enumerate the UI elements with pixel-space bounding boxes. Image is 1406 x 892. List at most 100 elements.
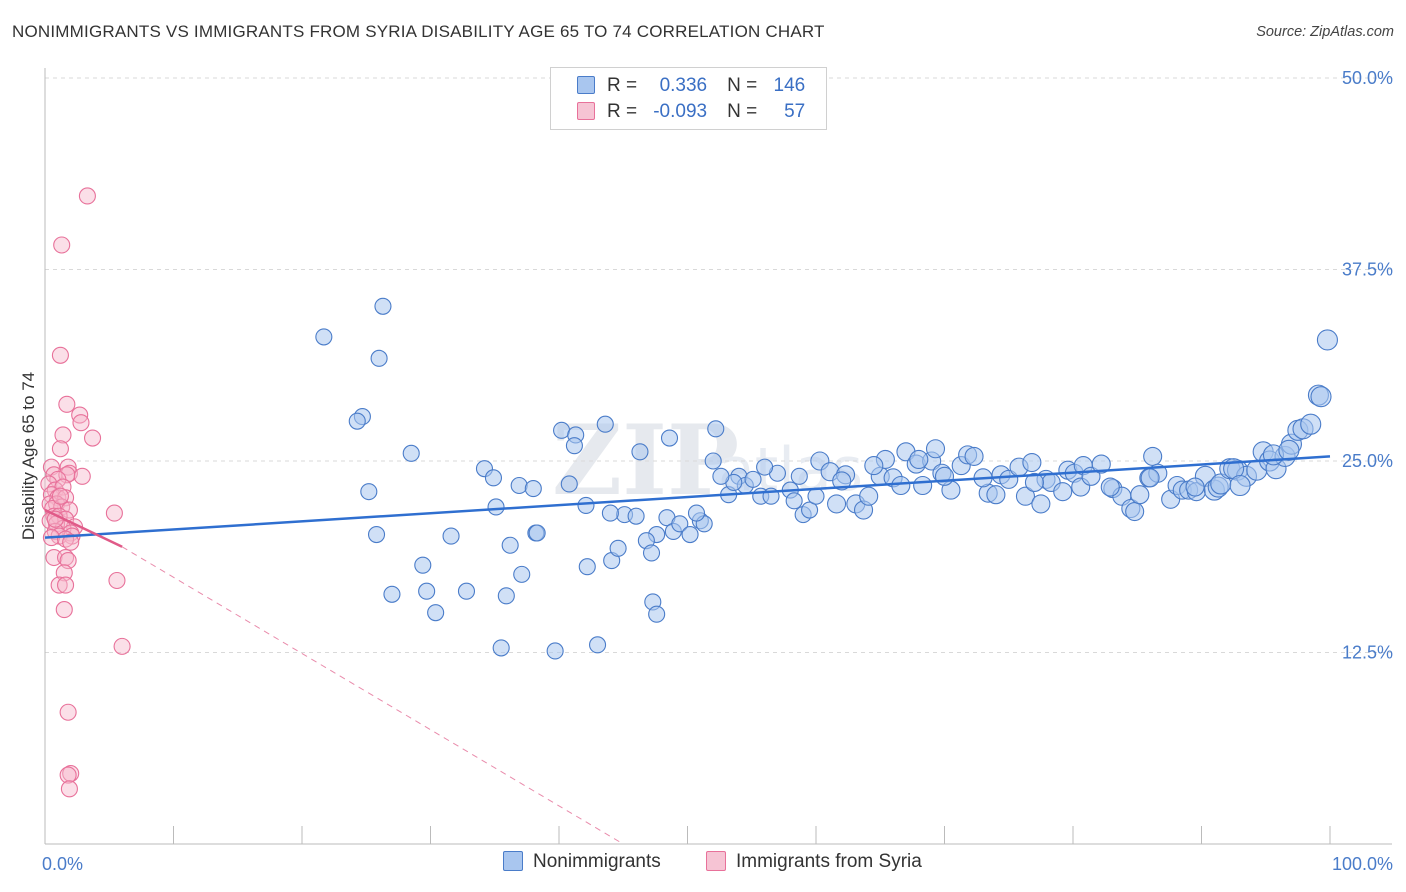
data-point-nonimmigrants (1125, 502, 1145, 522)
series-legend: Nonimmigrants Immigrants from Syria (0, 851, 1406, 877)
legend-swatch-blue (577, 76, 595, 94)
data-point-syria (51, 346, 69, 364)
data-point-nonimmigrants (596, 415, 614, 433)
tick-labels: 12.5% 25.0% 37.5% 50.0% 0.0% 100.0% (42, 68, 1393, 874)
legend-n-value: 146 (773, 75, 806, 96)
data-point-nonimmigrants (891, 475, 911, 496)
data-point-nonimmigrants (687, 504, 706, 522)
legend-n-label: N = (727, 101, 758, 122)
data-point-syria (60, 780, 78, 798)
data-point-syria (55, 601, 73, 619)
data-point-nonimmigrants (642, 544, 661, 562)
data-point-syria (51, 440, 69, 458)
data-point-syria (62, 764, 80, 783)
data-point-syria (57, 576, 75, 594)
data-point-nonimmigrants (913, 475, 933, 496)
data-point-nonimmigrants (864, 456, 884, 476)
data-point-nonimmigrants (487, 498, 505, 516)
data-point-nonimmigrants (546, 642, 564, 660)
legend-item-syria[interactable]: Immigrants from Syria (706, 851, 922, 873)
data-point-nonimmigrants (1091, 454, 1111, 474)
data-point-nonimmigrants (524, 480, 542, 498)
trend-line-syria (44, 508, 123, 548)
data-point-nonimmigrants (1278, 439, 1300, 461)
chart-title: NONIMMIGRANTS VS IMMIGRANTS FROM SYRIA D… (12, 22, 825, 41)
data-point-nonimmigrants (807, 487, 825, 505)
data-point-nonimmigrants (510, 476, 528, 495)
data-point-nonimmigrants (1130, 485, 1150, 505)
x-tick-label: 0.0% (42, 854, 83, 874)
data-point-nonimmigrants (1310, 386, 1332, 408)
data-point-syria (60, 501, 78, 519)
data-point-nonimmigrants (925, 439, 946, 459)
legend-r-label: R = (607, 101, 638, 122)
x-tick-label: 100.0% (1332, 854, 1393, 874)
data-point-nonimmigrants (360, 483, 378, 501)
data-point-nonimmigrants (609, 539, 627, 557)
data-point-syria (113, 637, 131, 655)
data-point-syria (62, 533, 80, 551)
y-tick-label: 37.5% (1342, 260, 1393, 280)
data-point-syria (45, 548, 63, 567)
y-axis-label: Disability Age 65 to 74 (19, 372, 38, 540)
data-point-nonimmigrants (1316, 329, 1338, 351)
trend-line-nonimmigrants (44, 455, 1331, 539)
y-tick-label: 25.0% (1342, 451, 1393, 471)
legend-n-value: 57 (784, 101, 806, 122)
data-point-nonimmigrants (492, 639, 510, 657)
data-point-syria (108, 571, 126, 590)
data-point-nonimmigrants (660, 429, 679, 447)
data-point-syria (54, 426, 72, 444)
data-point-nonimmigrants (457, 582, 476, 600)
data-point-nonimmigrants (414, 556, 432, 574)
legend-label: Nonimmigrants (533, 851, 661, 872)
data-point-nonimmigrants (348, 412, 366, 430)
data-point-syria (40, 475, 58, 493)
y-tick-label: 50.0% (1342, 68, 1393, 88)
data-point-nonimmigrants (1300, 413, 1322, 435)
data-point-nonimmigrants (648, 605, 666, 623)
legend-item-nonimmigrants[interactable]: Nonimmigrants (503, 851, 661, 873)
data-point-nonimmigrants (497, 587, 515, 605)
legend-r-label: R = (607, 75, 638, 96)
data-point-syria (57, 548, 75, 567)
data-point-nonimmigrants (785, 492, 803, 510)
data-point-nonimmigrants (1185, 477, 1205, 497)
data-point-nonimmigrants (986, 485, 1006, 505)
data-point-nonimmigrants (671, 515, 689, 533)
data-point-nonimmigrants (801, 501, 819, 519)
legend-swatch-pink (577, 102, 595, 120)
data-point-nonimmigrants (513, 565, 531, 583)
data-point-nonimmigrants (418, 582, 436, 600)
data-point-nonimmigrants (560, 475, 578, 493)
data-point-syria (72, 414, 90, 432)
data-point-nonimmigrants (553, 421, 571, 439)
data-point-nonimmigrants (934, 466, 955, 486)
data-point-nonimmigrants (744, 470, 762, 488)
data-point-nonimmigrants (484, 469, 503, 487)
data-point-nonimmigrants (588, 636, 607, 654)
data-point-nonimmigrants (627, 507, 645, 525)
correlation-legend: R = 0.336 N = 146 R = -0.093 N = 57 (550, 67, 827, 130)
data-point-nonimmigrants (1022, 452, 1042, 473)
axes (44, 68, 1392, 845)
data-point-nonimmigrants (704, 452, 722, 470)
data-point-nonimmigrants (370, 349, 388, 367)
data-point-nonimmigrants (383, 585, 401, 603)
trend-lines (44, 455, 1331, 845)
data-point-nonimmigrants (712, 467, 730, 485)
data-point-syria (58, 395, 76, 413)
series-syria (40, 187, 131, 798)
data-point-nonimmigrants (501, 536, 519, 554)
data-point-nonimmigrants (707, 420, 725, 438)
data-point-nonimmigrants (374, 297, 392, 315)
data-point-nonimmigrants (859, 486, 879, 506)
data-point-nonimmigrants (1015, 486, 1036, 506)
data-point-syria (59, 766, 77, 784)
y-tick-label: 12.5% (1342, 643, 1393, 663)
legend-row-nonimmigrants: R = 0.336 N = 146 (577, 75, 805, 99)
data-point-nonimmigrants (964, 446, 984, 466)
data-point-syria (53, 236, 71, 254)
legend-r-value: -0.093 (653, 101, 708, 122)
